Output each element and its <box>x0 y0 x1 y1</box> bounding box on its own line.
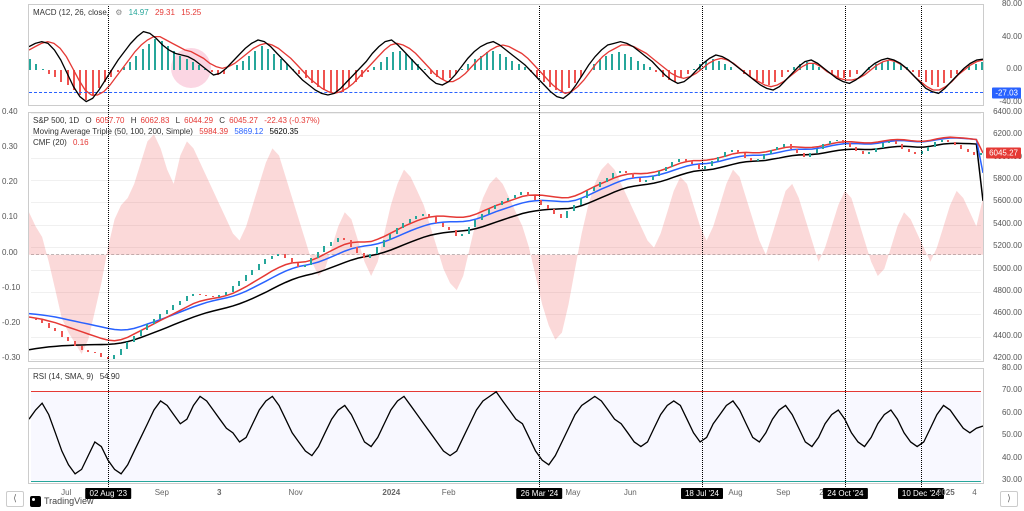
ohlc-o-label: O <box>85 116 91 125</box>
gear-icon[interactable]: ⚙ <box>115 8 122 17</box>
main-yaxis-left: -0.30-0.20-0.100.000.100.200.300.40 <box>0 112 26 362</box>
ohlc-h-label: H <box>131 116 137 125</box>
ohlc-c-label: C <box>219 116 225 125</box>
ohlc-l-label: L <box>176 116 180 125</box>
scroll-left-button[interactable]: ⟨ <box>6 491 24 507</box>
rsi-yaxis: 30.0040.0050.0060.0070.0080.00 <box>988 368 1024 484</box>
ma50-val: 5984.39 <box>199 127 228 136</box>
rsi-val: 54.90 <box>100 372 120 381</box>
tv-logo-icon <box>30 496 41 507</box>
macd-panel: MACD (12, 26, close, ⚙ 14.97 29.31 15.25… <box>28 4 984 106</box>
macd-v3: 15.25 <box>181 8 201 17</box>
macd-legend: MACD (12, 26, close, ⚙ 14.97 29.31 15.25 <box>33 7 205 18</box>
last-price-label: 6045.27 <box>986 147 1021 158</box>
rsi-line-svg <box>29 369 983 483</box>
ohlc-l: 6044.29 <box>184 116 213 125</box>
macd-v2: 29.31 <box>155 8 175 17</box>
macd-v1: 14.97 <box>129 8 149 17</box>
macd-hline-label: -27.03 <box>992 88 1021 99</box>
cmf-title: CMF (20) <box>33 138 67 147</box>
ohlc-h: 6062.83 <box>141 116 170 125</box>
cmf-val: 0.16 <box>73 138 89 147</box>
macd-lines-svg <box>29 5 983 105</box>
ma100-val: 5869.12 <box>234 127 263 136</box>
ma200-val: 5620.35 <box>270 127 299 136</box>
macd-title: MACD (12, 26, close, <box>33 8 109 17</box>
rsi-title: RSI (14, SMA, 9) <box>33 372 93 381</box>
main-legend: S&P 500, 1D O 6057.70 H 6062.83 L 6044.29 C… <box>33 115 324 148</box>
ma-title: Moving Average Triple (50, 100, 200, Sim… <box>33 127 193 136</box>
chart-container: MACD (12, 26, close, ⚙ 14.97 29.31 15.25… <box>0 0 1024 511</box>
symbol-label: S&P 500, 1D <box>33 116 79 125</box>
branding: TradingView <box>30 496 94 507</box>
ohlc-o: 6057.70 <box>96 116 125 125</box>
branding-text: TradingView <box>44 496 94 506</box>
main-panel: S&P 500, 1D O 6057.70 H 6062.83 L 6044.29 C… <box>28 112 984 362</box>
rsi-panel: RSI (14, SMA, 9) 54.90 <box>28 368 984 484</box>
ohlc-c: 6045.27 <box>229 116 258 125</box>
ohlc-chg: -22.43 (-0.37%) <box>264 116 320 125</box>
rsi-legend: RSI (14, SMA, 9) 54.90 <box>33 371 124 382</box>
ma-lines-svg <box>29 113 983 361</box>
scroll-right-button[interactable]: ⟩ <box>1000 491 1018 507</box>
x-axis: Jul02 Aug '23Sep3Nov2024Feb26 Mar '24May… <box>28 486 984 508</box>
